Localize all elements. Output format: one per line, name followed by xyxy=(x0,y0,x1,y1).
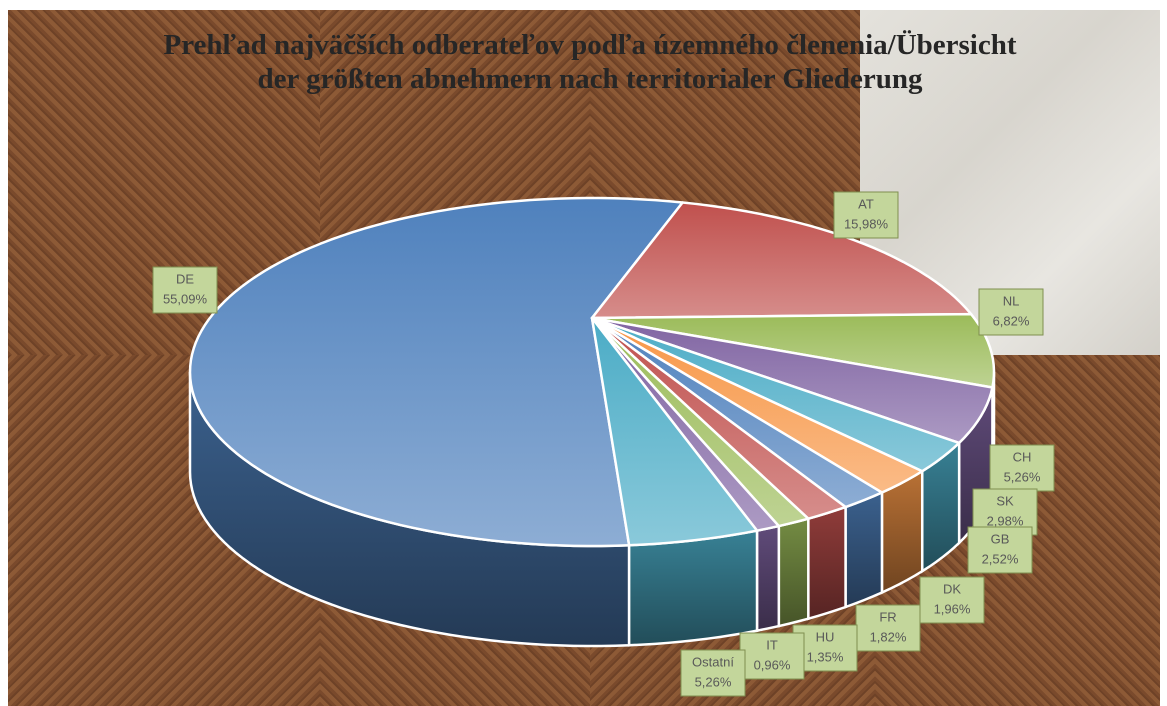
data-label-box xyxy=(152,266,218,314)
data-label-value: 6,82% xyxy=(993,313,1030,328)
data-label-value: 2,52% xyxy=(982,551,1019,566)
pie-slice-side xyxy=(844,490,884,609)
chart-title: Prehľad najväčších odberateľov podľa úze… xyxy=(163,29,1017,95)
data-label-value: 1,82% xyxy=(870,629,907,644)
data-label-box xyxy=(855,604,921,652)
data-label-category: CH xyxy=(1013,449,1032,464)
data-label-box xyxy=(967,526,1033,574)
pie-slice-side xyxy=(777,517,810,628)
data-label-box xyxy=(680,649,746,697)
data-label-value: 15,98% xyxy=(844,216,889,231)
pie-slice xyxy=(590,316,961,473)
data-label-value: 55,09% xyxy=(163,291,208,306)
data-label-box xyxy=(833,191,899,239)
data-label-category: SK xyxy=(996,493,1014,508)
pie-slice-side xyxy=(627,529,759,647)
data-label-value: 5,26% xyxy=(695,674,732,689)
data-label-category: Ostatní xyxy=(692,654,734,669)
pie-slice xyxy=(590,316,759,547)
data-label-category: AT xyxy=(858,196,874,211)
pie-slice xyxy=(590,316,994,445)
data-label-box xyxy=(989,444,1055,492)
data-label-category: GB xyxy=(991,531,1010,546)
data-label-category: IT xyxy=(766,637,778,652)
pie-slice xyxy=(188,196,684,548)
data-label-box xyxy=(739,632,805,680)
data-label-category: HU xyxy=(816,629,835,644)
data-label-box xyxy=(919,576,985,624)
data-label-category: NL xyxy=(1003,293,1020,308)
pie-slice xyxy=(590,201,973,320)
data-label-category: DK xyxy=(943,581,961,596)
data-label-value: 2,98% xyxy=(987,513,1024,528)
data-label-category: FR xyxy=(879,609,896,624)
pie-slice-side xyxy=(807,505,847,621)
data-label-value: 0,96% xyxy=(754,657,791,672)
data-label-value: 1,96% xyxy=(934,601,971,616)
pie-slice xyxy=(590,316,924,494)
data-label-box xyxy=(978,288,1044,336)
data-label-value: 5,26% xyxy=(1004,469,1041,484)
data-label-value: 1,35% xyxy=(807,649,844,664)
data-label-category: DE xyxy=(176,271,194,286)
pie-slice-side xyxy=(755,524,781,633)
